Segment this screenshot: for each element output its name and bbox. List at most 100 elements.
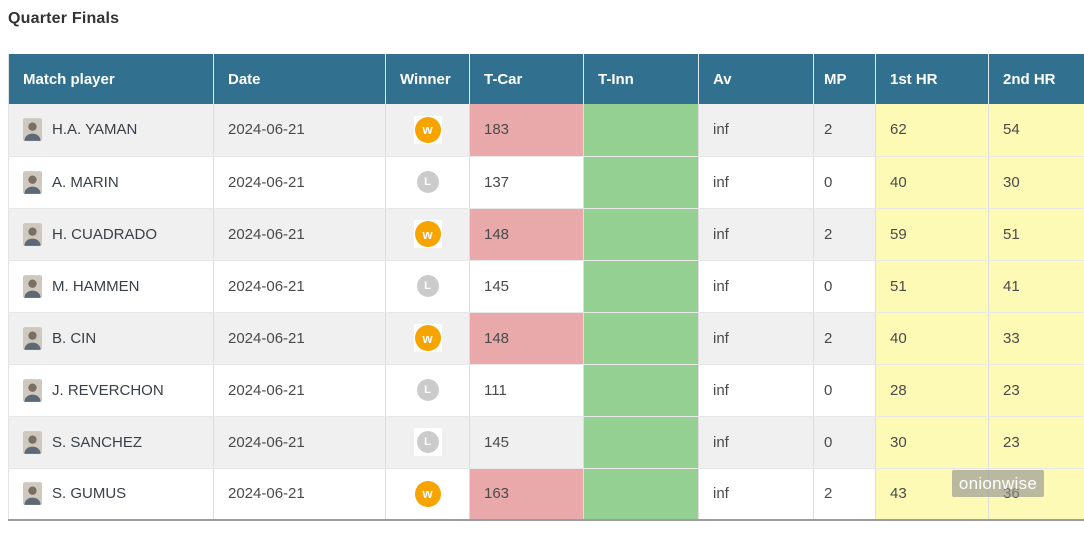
loss-badge-icon: L <box>416 379 439 401</box>
cell-t-car: 148 <box>469 312 584 365</box>
loss-badge-icon: L <box>416 431 439 453</box>
cell-1st-hr: 40 <box>875 156 989 209</box>
cell-av: inf <box>698 416 814 469</box>
player-wrap: J. REVERCHON <box>23 378 213 402</box>
watermark: onionwise <box>952 470 1044 497</box>
table-row: S. SANCHEZ 2024-06-21 L 145 inf 0 30 23 <box>8 416 1084 469</box>
player-name[interactable]: A. MARIN <box>52 173 119 191</box>
cell-t-inn <box>583 104 699 157</box>
cell-date: 2024-06-21 <box>213 416 386 469</box>
win-badge-icon: w <box>414 221 441 247</box>
cell-av: inf <box>698 468 814 521</box>
cell-1st-hr: 30 <box>875 416 989 469</box>
player-name[interactable]: S. SANCHEZ <box>52 433 143 451</box>
cell-av: inf <box>698 260 814 313</box>
player-wrap: H. CUADRADO <box>23 222 213 246</box>
player-name[interactable]: J. REVERCHON <box>52 381 164 399</box>
player-avatar <box>23 274 42 298</box>
player-name[interactable]: H. CUADRADO <box>52 225 158 243</box>
cell-player: B. CIN <box>8 312 214 365</box>
cell-t-inn <box>583 156 699 209</box>
cell-t-inn <box>583 312 699 365</box>
column-header-label: MP <box>824 70 847 88</box>
cell-1st-hr: 51 <box>875 260 989 313</box>
cell-2nd-hr: 54 <box>988 104 1084 157</box>
cell-t-car: 111 <box>469 364 584 417</box>
table-header-row: Match player Date Winner T-Car T-Inn Av … <box>8 54 1084 104</box>
player-wrap: S. GUMUS <box>23 482 213 506</box>
cell-av: inf <box>698 156 814 209</box>
player-avatar <box>23 118 42 142</box>
cell-winner: w <box>385 312 470 365</box>
column-header-t-inn: T-Inn <box>583 54 699 104</box>
player-name[interactable]: S. GUMUS <box>52 485 127 503</box>
player-avatar <box>23 430 42 454</box>
cell-t-inn <box>583 260 699 313</box>
column-header-label: T-Inn <box>598 70 634 88</box>
cell-t-car: 145 <box>469 416 584 469</box>
cell-winner: w <box>385 468 470 521</box>
column-header-av: Av <box>698 54 814 104</box>
winner-badge-box: L <box>413 376 442 404</box>
cell-1st-hr: 59 <box>875 208 989 261</box>
player-wrap: M. HAMMEN <box>23 274 213 298</box>
player-wrap: S. SANCHEZ <box>23 430 213 454</box>
column-header-label: Match player <box>23 70 115 88</box>
player-avatar <box>23 170 42 194</box>
column-header-match-player: Match player <box>8 54 214 104</box>
table-row: H. CUADRADO 2024-06-21 w 148 inf 2 59 51 <box>8 208 1084 261</box>
cell-date: 2024-06-21 <box>213 156 386 209</box>
loss-badge-icon: L <box>416 171 439 193</box>
cell-mp: 2 <box>813 312 876 365</box>
cell-player: S. SANCHEZ <box>8 416 214 469</box>
cell-date: 2024-06-21 <box>213 104 386 157</box>
win-badge-icon: w <box>414 480 441 507</box>
column-header-date: Date <box>213 54 386 104</box>
cell-winner: L <box>385 364 470 417</box>
cell-player: M. HAMMEN <box>8 260 214 313</box>
table-row: A. MARIN 2024-06-21 L 137 inf 0 40 30 <box>8 156 1084 209</box>
player-name[interactable]: B. CIN <box>52 329 97 347</box>
column-header-label: Date <box>228 70 261 88</box>
table-row: B. CIN 2024-06-21 w 148 inf 2 40 33 <box>8 312 1084 365</box>
cell-date: 2024-06-21 <box>213 208 386 261</box>
column-header-winner: Winner <box>385 54 470 104</box>
cell-mp: 0 <box>813 156 876 209</box>
cell-t-car: 183 <box>469 104 584 157</box>
cell-2nd-hr: 23 <box>988 364 1084 417</box>
player-avatar <box>23 482 42 506</box>
winner-badge-box: w <box>413 479 442 508</box>
column-header-label: 1st HR <box>890 70 938 88</box>
player-avatar <box>23 378 42 402</box>
cell-mp: 0 <box>813 364 876 417</box>
win-badge-icon: w <box>414 116 441 143</box>
winner-badge-box: w <box>413 324 442 352</box>
cell-winner: L <box>385 260 470 313</box>
table-row: M. HAMMEN 2024-06-21 L 145 inf 0 51 41 <box>8 260 1084 313</box>
player-name[interactable]: M. HAMMEN <box>52 277 140 295</box>
column-header-label: T-Car <box>484 70 523 88</box>
column-header-mp: MP <box>813 54 876 104</box>
column-header-label: 2nd HR <box>1003 70 1056 88</box>
player-name[interactable]: H.A. YAMAN <box>52 121 138 139</box>
player-avatar <box>23 222 42 246</box>
loss-badge-icon: L <box>416 275 439 297</box>
cell-2nd-hr: 41 <box>988 260 1084 313</box>
cell-av: inf <box>698 312 814 365</box>
cell-t-inn <box>583 208 699 261</box>
player-wrap: H.A. YAMAN <box>23 118 213 142</box>
table-row: J. REVERCHON 2024-06-21 L 111 inf 0 28 23 <box>8 364 1084 417</box>
cell-1st-hr: 28 <box>875 364 989 417</box>
column-header-label: Av <box>713 70 732 88</box>
cell-date: 2024-06-21 <box>213 260 386 313</box>
cell-t-car: 137 <box>469 156 584 209</box>
win-badge-icon: w <box>414 325 441 351</box>
column-header-t-car: T-Car <box>469 54 584 104</box>
winner-badge-box: L <box>413 168 442 196</box>
cell-t-car: 163 <box>469 468 584 521</box>
cell-player: A. MARIN <box>8 156 214 209</box>
cell-player: J. REVERCHON <box>8 364 214 417</box>
cell-2nd-hr: 51 <box>988 208 1084 261</box>
cell-winner: w <box>385 104 470 157</box>
